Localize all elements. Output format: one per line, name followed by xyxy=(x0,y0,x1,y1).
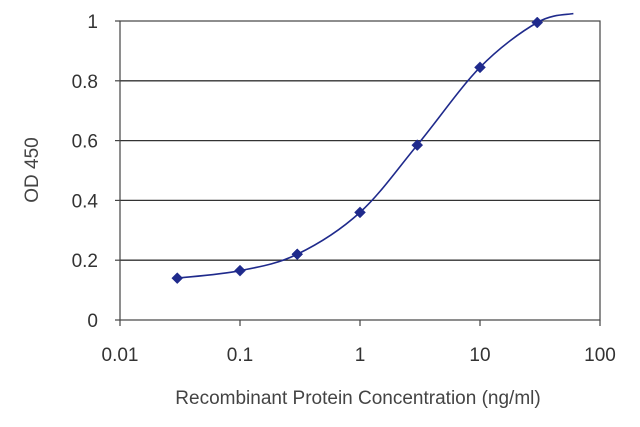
x-tick-label: 1 xyxy=(355,345,366,366)
data-point-marker xyxy=(171,272,184,284)
x-tick-label: 0.1 xyxy=(227,345,253,366)
data-point-marker xyxy=(531,16,544,29)
data-point-marker xyxy=(291,248,304,261)
y-tick-label: 0.8 xyxy=(72,72,98,93)
grid-layer xyxy=(120,80,600,261)
data-point-marker xyxy=(354,206,366,219)
y-tick-label: 0 xyxy=(87,311,98,332)
plot-area-frame xyxy=(119,20,601,321)
y-axis-title: OD 450 xyxy=(22,137,43,202)
data-point-marker xyxy=(474,61,486,74)
tick-label-layer: 0 0.2 0.4 0.6 0.8 1 0.01 0.1 1 10 100 xyxy=(72,12,616,366)
fit-curve xyxy=(177,12,574,279)
data-point-marker xyxy=(234,264,246,277)
x-tick-label: 100 xyxy=(584,345,616,366)
y-tick-label: 0.2 xyxy=(72,251,98,272)
y-tick-label: 1 xyxy=(87,12,98,33)
axis-layer xyxy=(115,20,601,326)
y-tick-label: 0.6 xyxy=(72,132,98,153)
x-tick-label: 10 xyxy=(469,345,490,366)
y-tick-label: 0.4 xyxy=(72,191,99,212)
series-layer xyxy=(171,12,574,284)
x-axis-title: Recombinant Protein Concentration (ng/ml… xyxy=(175,388,540,409)
x-tick-label: 0.01 xyxy=(102,345,139,366)
data-point-marker xyxy=(411,139,424,151)
